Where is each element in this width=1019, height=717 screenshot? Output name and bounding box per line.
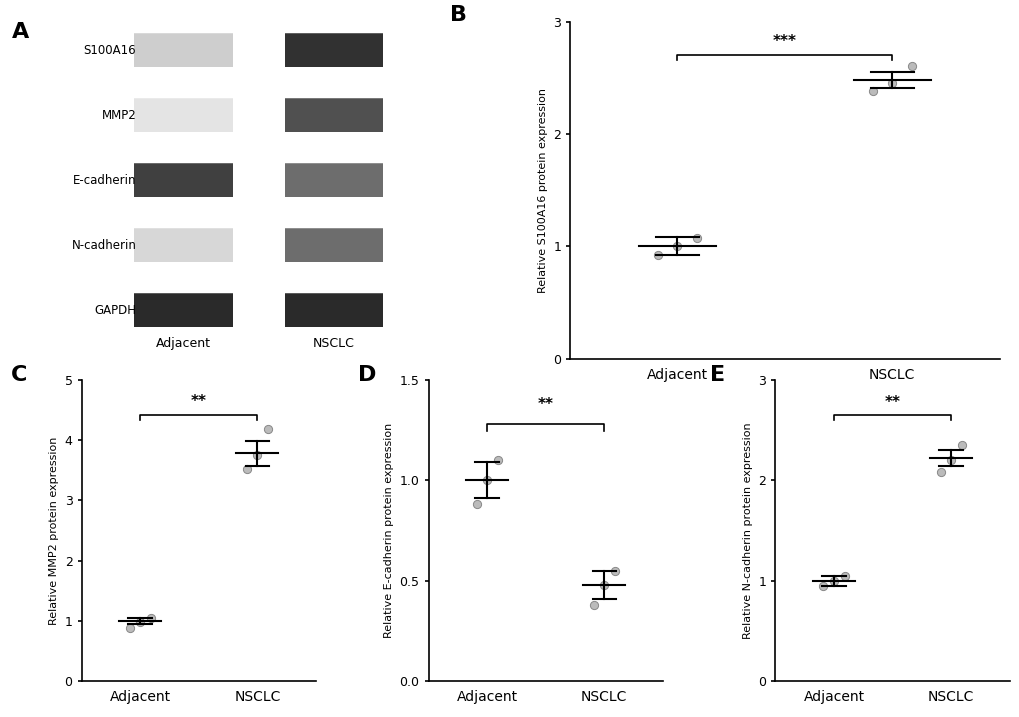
Point: [489, 455, 505, 466]
Point: [825, 575, 842, 587]
Bar: [135, 229, 232, 262]
Text: ***: ***: [772, 34, 796, 49]
Point: [468, 499, 484, 511]
Text: **: **: [191, 394, 207, 409]
Point: [864, 85, 880, 97]
Text: A: A: [12, 22, 29, 42]
Point: [836, 570, 852, 581]
Point: [143, 612, 159, 624]
Point: [238, 463, 255, 475]
Point: [814, 580, 830, 592]
Text: N-cadherin: N-cadherin: [71, 239, 137, 252]
Text: D: D: [358, 365, 376, 385]
Point: [943, 455, 959, 466]
Bar: [284, 163, 383, 197]
Point: [249, 450, 265, 461]
Text: S100A16: S100A16: [84, 44, 137, 57]
Text: NSCLC: NSCLC: [313, 337, 355, 350]
Point: [883, 77, 900, 89]
Y-axis label: Relative N-cadherin protein expression: Relative N-cadherin protein expression: [742, 422, 752, 639]
Bar: [135, 33, 232, 67]
Text: E: E: [709, 365, 725, 385]
Point: [649, 250, 665, 261]
Bar: [135, 163, 232, 197]
Text: **: **: [883, 394, 900, 409]
Point: [260, 424, 276, 435]
Point: [903, 61, 919, 72]
Bar: [284, 98, 383, 132]
Y-axis label: Relative S100A16 protein expression: Relative S100A16 protein expression: [537, 87, 547, 293]
Point: [953, 440, 969, 451]
Point: [479, 475, 495, 486]
Bar: [135, 98, 232, 132]
Text: Adjacent: Adjacent: [156, 337, 211, 350]
Point: [668, 240, 685, 252]
Text: MMP2: MMP2: [102, 109, 137, 122]
Point: [931, 467, 948, 478]
Text: E-cadherin: E-cadherin: [72, 174, 137, 186]
Text: B: B: [449, 4, 467, 24]
Point: [121, 622, 138, 634]
Bar: [135, 293, 232, 327]
Text: GAPDH: GAPDH: [95, 304, 137, 317]
Point: [606, 565, 623, 576]
Y-axis label: Relative E-cadherin protein expression: Relative E-cadherin protein expression: [383, 423, 393, 638]
Point: [585, 599, 601, 611]
Point: [688, 232, 704, 244]
Bar: [284, 33, 383, 67]
Y-axis label: Relative MMP2 protein expression: Relative MMP2 protein expression: [49, 437, 59, 625]
Bar: [284, 229, 383, 262]
Point: [131, 617, 148, 628]
Bar: [284, 293, 383, 327]
Text: C: C: [11, 365, 28, 385]
Point: [595, 579, 611, 591]
Text: **: **: [537, 397, 553, 412]
